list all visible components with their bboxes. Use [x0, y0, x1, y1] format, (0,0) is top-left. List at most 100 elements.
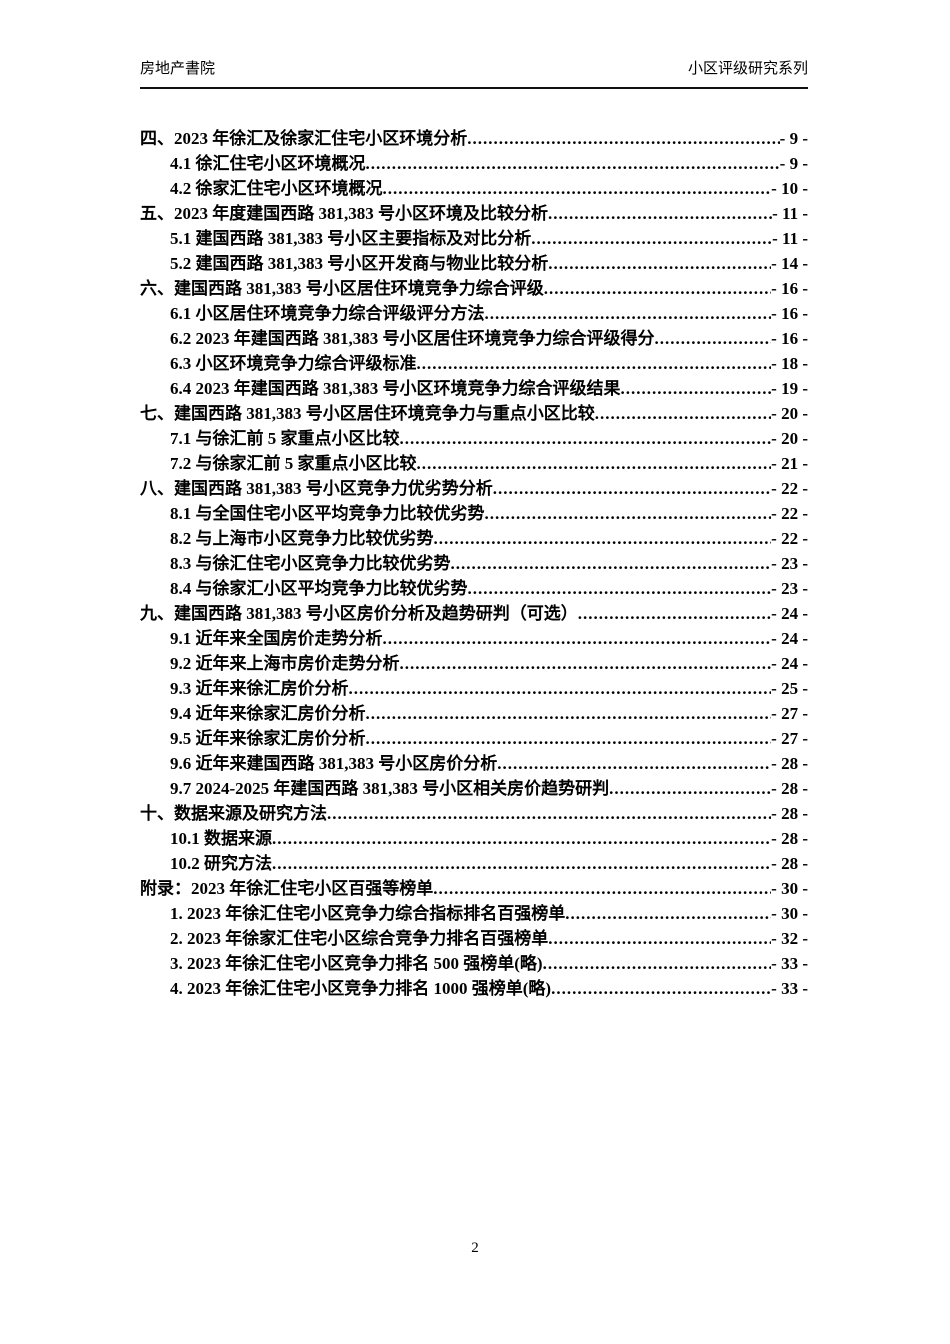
toc-entry-label[interactable]: 9.6 近年来建国西路 381,383 号小区房价分析 — [170, 754, 498, 773]
toc-entry-label[interactable]: 七、建国西路 381,383 号小区居住环境竞争力与重点小区比较 — [140, 404, 595, 423]
toc-entry-page-number[interactable]: - 10 - — [771, 179, 808, 198]
toc-entry-page-number[interactable]: - 28 - — [771, 804, 808, 823]
toc-entry-label[interactable]: 9.7 2024-2025 年建国西路 381,383 号小区相关房价趋势研判 — [170, 779, 610, 798]
toc-row[interactable]: 4.1 徐汇住宅小区环境概况 - 9 - — [140, 149, 808, 174]
toc-row[interactable]: 六、建国西路 381,383 号小区居住环境竞争力综合评级 - 16 - — [140, 274, 808, 299]
toc-row[interactable]: 6.3 小区环境竞争力综合评级标准 - 18 - — [140, 349, 808, 374]
toc-entry-page-number[interactable]: - 24 - — [771, 654, 808, 673]
toc-entry-label[interactable]: 9.3 近年来徐汇房价分析 — [170, 679, 349, 698]
toc-row[interactable]: 10.1 数据来源 - 28 - — [140, 824, 808, 849]
toc-row[interactable]: 8.4 与徐家汇小区平均竞争力比较优劣势 - 23 - — [140, 574, 808, 599]
toc-entry-page-number[interactable]: - 28 - — [771, 754, 808, 773]
toc-row[interactable]: 9.3 近年来徐汇房价分析 - 25 - — [140, 674, 808, 699]
toc-entry-page-number[interactable]: - 21 - — [771, 454, 808, 473]
toc-entry-label[interactable]: 九、建国西路 381,383 号小区房价分析及趋势研判（可选） — [140, 604, 578, 623]
toc-row[interactable]: 9.6 近年来建国西路 381,383 号小区房价分析 - 28 - — [140, 749, 808, 774]
toc-entry-page-number[interactable]: - 11 - — [772, 204, 808, 223]
toc-row[interactable]: 10.2 研究方法 - 28 - — [140, 849, 808, 874]
toc-entry-page-number[interactable]: - 22 - — [771, 479, 808, 498]
toc-entry-label[interactable]: 附录：2023 年徐汇住宅小区百强等榜单 — [140, 879, 434, 898]
toc-entry-page-number[interactable]: - 28 - — [771, 854, 808, 873]
toc-row[interactable]: 6.4 2023 年建国西路 381,383 号小区环境竞争力综合评级结果 - 1… — [140, 374, 808, 399]
toc-entry-page-number[interactable]: - 27 - — [771, 704, 808, 723]
toc-entry-label[interactable]: 4.1 徐汇住宅小区环境概况 — [170, 154, 366, 173]
toc-row[interactable]: 9.2 近年来上海市房价走势分析 - 24 - — [140, 649, 808, 674]
toc-entry-page-number[interactable]: - 9 - — [779, 154, 808, 173]
toc-entry-label[interactable]: 5.2 建国西路 381,383 号小区开发商与物业比较分析 — [170, 254, 549, 273]
toc-entry-page-number[interactable]: - 18 - — [771, 354, 808, 373]
toc-entry-page-number[interactable]: - 22 - — [771, 504, 808, 523]
toc-row[interactable]: 7.1 与徐汇前 5 家重点小区比较 - 20 - — [140, 424, 808, 449]
toc-entry-label[interactable]: 8.2 与上海市小区竞争力比较优劣势 — [170, 529, 434, 548]
toc-entry-label[interactable]: 6.1 小区居住环境竞争力综合评级评分方法 — [170, 304, 485, 323]
toc-entry-label[interactable]: 9.4 近年来徐家汇房价分析 — [170, 704, 366, 723]
toc-entry-page-number[interactable]: - 30 - — [771, 879, 808, 898]
toc-entry-label[interactable]: 9.1 近年来全国房价走势分析 — [170, 629, 383, 648]
toc-row[interactable]: 2. 2023 年徐家汇住宅小区综合竞争力排名百强榜单 - 32 - — [140, 924, 808, 949]
toc-entry-page-number[interactable]: - 9 - — [779, 129, 808, 148]
toc-entry-page-number[interactable]: - 11 - — [772, 229, 808, 248]
toc-entry-page-number[interactable]: - 16 - — [771, 329, 808, 348]
toc-row[interactable]: 七、建国西路 381,383 号小区居住环境竞争力与重点小区比较 - 20 - — [140, 399, 808, 424]
toc-row[interactable]: 4. 2023 年徐汇住宅小区竞争力排名 1000 强榜单(略) - 33 - — [140, 974, 808, 999]
toc-entry-label[interactable]: 6.2 2023 年建国西路 381,383 号小区居住环境竞争力综合评级得分 — [170, 329, 655, 348]
toc-row[interactable]: 十、数据来源及研究方法 - 28 - — [140, 799, 808, 824]
toc-row[interactable]: 9.7 2024-2025 年建国西路 381,383 号小区相关房价趋势研判 -… — [140, 774, 808, 799]
toc-entry-label[interactable]: 9.5 近年来徐家汇房价分析 — [170, 729, 366, 748]
toc-entry-page-number[interactable]: - 28 - — [771, 829, 808, 848]
toc-entry-page-number[interactable]: - 14 - — [771, 254, 808, 273]
toc-entry-label[interactable]: 8.4 与徐家汇小区平均竞争力比较优劣势 — [170, 579, 468, 598]
toc-entry-label[interactable]: 2. 2023 年徐家汇住宅小区综合竞争力排名百强榜单 — [170, 929, 549, 948]
toc-entry-page-number[interactable]: - 23 - — [771, 579, 808, 598]
toc-entry-page-number[interactable]: - 20 - — [771, 404, 808, 423]
toc-entry-page-number[interactable]: - 25 - — [771, 679, 808, 698]
toc-entry-page-number[interactable]: - 20 - — [771, 429, 808, 448]
toc-row[interactable]: 1. 2023 年徐汇住宅小区竞争力综合指标排名百强榜单 - 30 - — [140, 899, 808, 924]
toc-entry-page-number[interactable]: - 24 - — [771, 604, 808, 623]
toc-entry-label[interactable]: 7.2 与徐家汇前 5 家重点小区比较 — [170, 454, 417, 473]
toc-row[interactable]: 九、建国西路 381,383 号小区房价分析及趋势研判（可选） - 24 - — [140, 599, 808, 624]
toc-row[interactable]: 7.2 与徐家汇前 5 家重点小区比较 - 21 - — [140, 449, 808, 474]
toc-row[interactable]: 3. 2023 年徐汇住宅小区竞争力排名 500 强榜单(略) - 33 - — [140, 949, 808, 974]
toc-row[interactable]: 9.1 近年来全国房价走势分析 - 24 - — [140, 624, 808, 649]
toc-entry-page-number[interactable]: - 16 - — [771, 304, 808, 323]
toc-entry-label[interactable]: 8.1 与全国住宅小区平均竞争力比较优劣势 — [170, 504, 485, 523]
toc-entry-label[interactable]: 3. 2023 年徐汇住宅小区竞争力排名 500 强榜单(略) — [170, 954, 543, 973]
toc-entry-label[interactable]: 10.2 研究方法 — [170, 854, 272, 873]
toc-entry-label[interactable]: 6.3 小区环境竞争力综合评级标准 — [170, 354, 417, 373]
toc-entry-page-number[interactable]: - 33 - — [771, 954, 808, 973]
toc-entry-page-number[interactable]: - 32 - — [771, 929, 808, 948]
toc-row[interactable]: 8.1 与全国住宅小区平均竞争力比较优劣势 - 22 - — [140, 499, 808, 524]
toc-row[interactable]: 五、2023 年度建国西路 381,383 号小区环境及比较分析 - 11 - — [140, 199, 808, 224]
toc-entry-page-number[interactable]: - 16 - — [771, 279, 808, 298]
toc-entry-page-number[interactable]: - 19 - — [771, 379, 808, 398]
toc-entry-label[interactable]: 4.2 徐家汇住宅小区环境概况 — [170, 179, 383, 198]
toc-entry-page-number[interactable]: - 30 - — [771, 904, 808, 923]
toc-row[interactable]: 8.2 与上海市小区竞争力比较优劣势 - 22 - — [140, 524, 808, 549]
toc-entry-label[interactable]: 十、数据来源及研究方法 — [140, 804, 327, 823]
toc-entry-page-number[interactable]: - 23 - — [771, 554, 808, 573]
toc-entry-label[interactable]: 5.1 建国西路 381,383 号小区主要指标及对比分析 — [170, 229, 532, 248]
toc-entry-page-number[interactable]: - 33 - — [771, 979, 808, 998]
toc-row[interactable]: 9.5 近年来徐家汇房价分析 - 27 - — [140, 724, 808, 749]
toc-entry-label[interactable]: 10.1 数据来源 — [170, 829, 272, 848]
toc-row[interactable]: 5.1 建国西路 381,383 号小区主要指标及对比分析 - 11 - — [140, 224, 808, 249]
toc-row[interactable]: 4.2 徐家汇住宅小区环境概况 - 10 - — [140, 174, 808, 199]
toc-row[interactable]: 附录：2023 年徐汇住宅小区百强等榜单 - 30 - — [140, 874, 808, 899]
toc-entry-page-number[interactable]: - 24 - — [771, 629, 808, 648]
toc-entry-label[interactable]: 八、建国西路 381,383 号小区竞争力优劣势分析 — [140, 479, 493, 498]
toc-row[interactable]: 8.3 与徐汇住宅小区竞争力比较优劣势 - 23 - — [140, 549, 808, 574]
toc-entry-label[interactable]: 9.2 近年来上海市房价走势分析 — [170, 654, 400, 673]
toc-entry-page-number[interactable]: - 28 - — [771, 779, 808, 798]
toc-entry-page-number[interactable]: - 22 - — [771, 529, 808, 548]
toc-entry-label[interactable]: 四、2023 年徐汇及徐家汇住宅小区环境分析 — [140, 129, 468, 148]
toc-row[interactable]: 四、2023 年徐汇及徐家汇住宅小区环境分析 - 9 - — [140, 124, 808, 149]
toc-entry-label[interactable]: 4. 2023 年徐汇住宅小区竞争力排名 1000 强榜单(略) — [170, 979, 552, 998]
toc-row[interactable]: 八、建国西路 381,383 号小区竞争力优劣势分析 - 22 - — [140, 474, 808, 499]
toc-entry-page-number[interactable]: - 27 - — [771, 729, 808, 748]
toc-entry-label[interactable]: 五、2023 年度建国西路 381,383 号小区环境及比较分析 — [140, 204, 548, 223]
toc-row[interactable]: 5.2 建国西路 381,383 号小区开发商与物业比较分析 - 14 - — [140, 249, 808, 274]
toc-entry-label[interactable]: 8.3 与徐汇住宅小区竞争力比较优劣势 — [170, 554, 451, 573]
toc-row[interactable]: 6.2 2023 年建国西路 381,383 号小区居住环境竞争力综合评级得分 -… — [140, 324, 808, 349]
toc-entry-label[interactable]: 六、建国西路 381,383 号小区居住环境竞争力综合评级 — [140, 279, 544, 298]
